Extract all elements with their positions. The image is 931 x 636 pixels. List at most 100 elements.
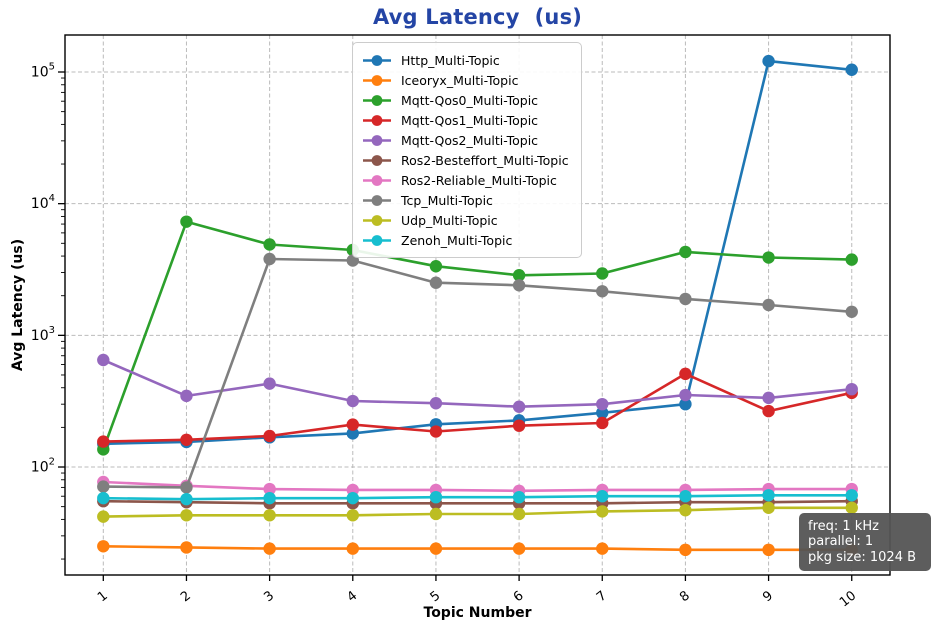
legend-item: Udp_Multi-Topic <box>362 210 569 230</box>
data-point <box>429 507 443 521</box>
legend-marker-icon <box>363 154 391 166</box>
data-point <box>762 391 775 405</box>
legend-item-label: Ros2-Reliable_Multi-Topic <box>401 172 557 188</box>
data-point <box>97 480 110 493</box>
series-line <box>103 257 852 489</box>
legend-item-label: Ros2-Besteffort_Multi-Topic <box>401 152 569 168</box>
data-point <box>512 269 526 282</box>
data-point <box>512 490 526 504</box>
data-point <box>679 503 692 517</box>
data-point <box>596 542 609 555</box>
data-point <box>429 397 443 410</box>
legend-item: Ros2-Besteffort_Multi-Topic <box>362 150 569 170</box>
data-point <box>180 215 193 228</box>
legend: Http_Multi-Topic Iceoryx_Multi-Topic Mqtt-… <box>352 42 582 258</box>
data-point <box>679 397 692 411</box>
data-point <box>263 542 276 555</box>
chart-title: Avg Latency (us) <box>372 5 583 29</box>
data-point <box>762 543 775 557</box>
data-point <box>429 276 443 289</box>
x-tick-label: 8 <box>677 588 693 605</box>
legend-item-label: Mqtt-Qos1_Multi-Topic <box>401 112 539 128</box>
series-line <box>103 480 852 493</box>
series-line <box>103 545 852 552</box>
data-point <box>679 367 692 381</box>
data-point <box>97 353 110 367</box>
data-point <box>596 416 609 430</box>
data-point <box>263 429 276 443</box>
annotation-line-parallel: parallel: 1 <box>808 534 874 550</box>
data-point <box>346 542 359 555</box>
legend-marker-icon <box>363 74 391 86</box>
data-point <box>596 397 609 411</box>
x-tick-label: 1 <box>95 588 111 605</box>
series-line <box>102 220 852 450</box>
x-tick-label: 4 <box>344 588 360 605</box>
y-tick-label: 104 <box>31 193 55 212</box>
data-point <box>845 489 858 502</box>
series-line <box>103 59 852 446</box>
data-point <box>596 285 609 298</box>
plot-border <box>64 34 891 576</box>
data-point <box>762 404 775 418</box>
legend-item-label: Iceoryx_Multi-Topic <box>401 72 519 88</box>
data-point <box>845 501 858 515</box>
data-point <box>346 509 359 522</box>
data-point <box>679 543 692 557</box>
data-point <box>762 54 775 68</box>
data-point <box>679 490 692 503</box>
data-point <box>263 509 276 522</box>
legend-marker-icon <box>363 54 391 66</box>
series-line <box>102 358 852 409</box>
legend-item-label: Http_Multi-Topic <box>401 52 500 68</box>
series-line <box>103 499 852 505</box>
series-Tcp_Multi-Topic <box>97 252 858 494</box>
annotation-box: freq: 1 kHz parallel: 1 pkg size: 1024 B <box>799 513 931 571</box>
data-point <box>263 377 276 390</box>
data-point <box>97 491 110 505</box>
legend-item-label: Tcp_Multi-Topic <box>401 192 493 208</box>
data-point <box>762 251 775 264</box>
legend-item-label: Udp_Multi-Topic <box>401 212 498 228</box>
data-point <box>180 481 193 494</box>
legend-marker-icon <box>363 114 391 126</box>
legend-marker-icon <box>363 234 391 246</box>
series-Mqtt-Qos1_Multi-Topic <box>97 367 858 448</box>
x-tick-label: 9 <box>760 588 776 605</box>
x-tick-label: 2 <box>178 588 194 605</box>
legend-marker-icon <box>363 134 391 146</box>
data-point <box>845 253 858 266</box>
annotation-line-pkgsize: pkg size: 1024 B <box>808 549 917 565</box>
x-tick-label: 6 <box>511 588 527 605</box>
series-Iceoryx_Multi-Topic <box>97 540 858 557</box>
data-point <box>180 389 193 403</box>
data-point <box>762 298 775 312</box>
data-point <box>429 425 443 438</box>
data-point <box>679 245 692 259</box>
y-tick-label: 102 <box>31 457 55 476</box>
data-point <box>845 305 858 318</box>
data-point <box>429 490 443 504</box>
x-tick-label: 3 <box>261 588 277 605</box>
series-Udp_Multi-Topic <box>97 501 858 523</box>
data-point <box>596 490 609 503</box>
y-tick-label: 103 <box>31 325 55 344</box>
data-point <box>679 388 692 402</box>
legend-marker-icon <box>363 194 391 206</box>
data-point <box>845 63 858 76</box>
data-point <box>346 491 359 505</box>
data-point <box>346 427 359 440</box>
legend-item: Mqtt-Qos0_Multi-Topic <box>362 90 569 110</box>
data-point <box>512 542 526 555</box>
legend-item: Iceoryx_Multi-Topic <box>362 70 569 90</box>
data-point <box>762 489 775 502</box>
data-point <box>180 541 193 554</box>
series-line <box>103 372 852 443</box>
legend-item-label: Mqtt-Qos2_Multi-Topic <box>401 132 539 148</box>
legend-item-label: Zenoh_Multi-Topic <box>401 232 513 248</box>
data-point <box>429 542 443 555</box>
data-point <box>97 540 110 553</box>
data-point <box>845 382 858 396</box>
